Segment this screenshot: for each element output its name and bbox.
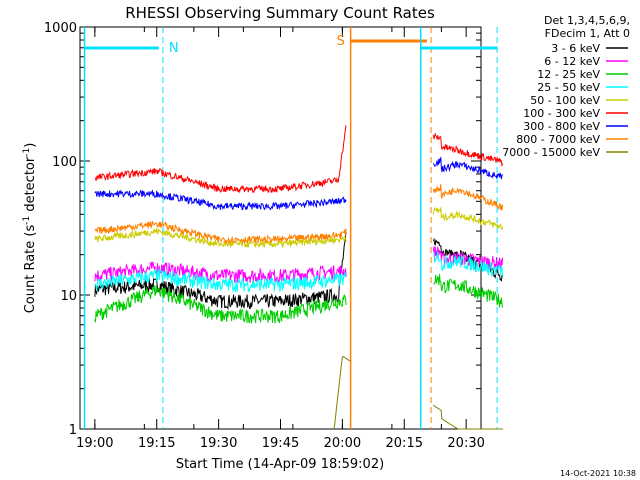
series-layer	[94, 125, 504, 430]
series-line	[94, 285, 347, 324]
x-tick-label: 20:00	[324, 436, 361, 451]
x-tick-label: 19:45	[262, 436, 299, 451]
legend-entry-label: 300 - 800 keV	[523, 120, 600, 133]
series-line	[94, 220, 347, 245]
legend-entry-label: 100 - 300 keV	[523, 107, 600, 120]
y-axis-label: Count Rate (s-1 detector-1)	[22, 143, 38, 314]
series-line	[432, 132, 504, 168]
legend-entry-label: 7000 - 15000 keV	[502, 146, 600, 159]
series-line	[433, 274, 504, 308]
y-label-end: )	[23, 143, 38, 148]
x-tick-label: 20:15	[386, 436, 423, 451]
legend: Det 1,3,4,5,6,9, FDecim 1, Att 0 3 - 6 k…	[502, 14, 630, 159]
series-line	[94, 232, 347, 311]
series-line	[432, 206, 504, 230]
series-line	[94, 228, 347, 249]
legend-entry-label: 6 - 12 keV	[544, 55, 600, 68]
x-tick-label: 19:30	[200, 436, 237, 451]
legend-entry-label: 50 - 100 keV	[530, 94, 600, 107]
legend-header-2: FDecim 1, Att 0	[545, 27, 630, 40]
series-line	[432, 404, 504, 430]
series-line	[432, 183, 504, 211]
x-tick-label: 19:15	[138, 436, 175, 451]
series-line	[433, 250, 504, 278]
footer-timestamp: 14-Oct-2021 10:38	[560, 469, 636, 478]
x-tick-label: 20:30	[447, 436, 484, 451]
series-line	[432, 156, 504, 180]
series-line	[94, 261, 347, 284]
legend-entry-label: 25 - 50 keV	[537, 81, 600, 94]
chart-title: RHESSI Observing Summary Count Rates	[125, 4, 435, 22]
y-tick-label: 1	[69, 423, 77, 438]
x-axis-label: Start Time (14-Apr-09 18:59:02)	[176, 457, 384, 472]
series-line	[333, 355, 351, 430]
legend-header-1: Det 1,3,4,5,6,9,	[544, 14, 630, 27]
y-tick-label: 1000	[44, 21, 77, 36]
y-axis: 1 10 100 1000	[44, 21, 481, 438]
legend-entry-label: 3 - 6 keV	[551, 42, 600, 55]
legend-entry-label: 800 - 7000 keV	[516, 133, 600, 146]
y-tick-label: 100	[52, 155, 77, 170]
series-line	[94, 125, 347, 194]
x-axis: 19:00 19:15 19:30 19:45 20:00 20:15 20:30	[76, 27, 485, 451]
y-label-sup1: -1	[22, 216, 32, 225]
night-label: N	[169, 41, 179, 56]
x-tick-label: 19:00	[76, 436, 113, 451]
y-label-mid: detector	[23, 156, 38, 216]
saa-label: S	[337, 34, 345, 49]
y-label-sup2: -1	[22, 148, 32, 157]
series-line	[94, 268, 347, 293]
legend-entry-label: 12 - 25 keV	[537, 68, 600, 81]
y-label-main: Count Rate (s	[23, 225, 38, 314]
series-line	[94, 189, 347, 211]
y-tick-label: 10	[60, 289, 77, 304]
